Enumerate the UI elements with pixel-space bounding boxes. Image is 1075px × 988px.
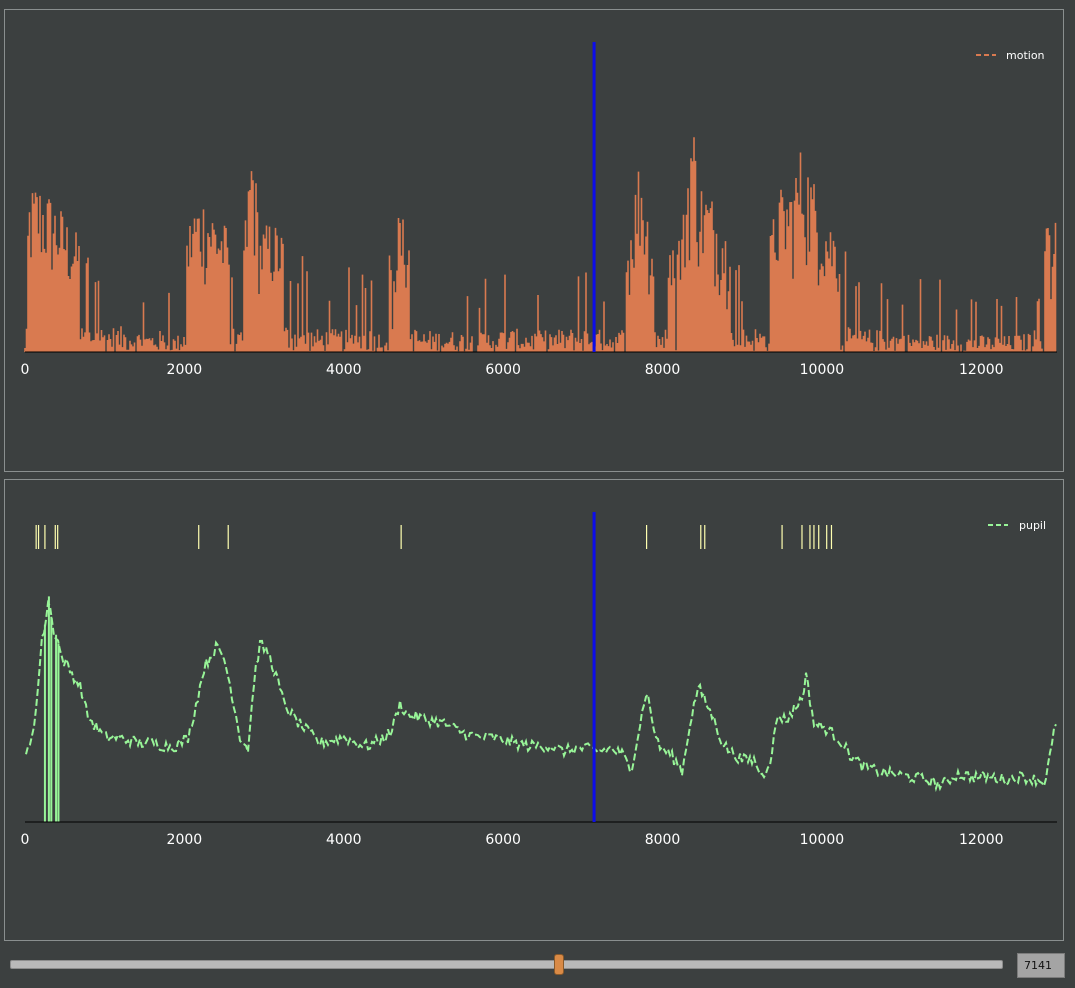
motion-x-tick-label: 10000 [800,362,845,378]
pupil-x-tick-label: 0 [21,832,30,848]
motion-x-tick-label: 12000 [959,362,1004,378]
pupil-x-tick-label: 10000 [800,832,845,848]
motion-x-tick-label: 6000 [485,362,521,378]
event-ticks [35,525,833,549]
motion-x-tick-label: 0 [21,362,30,378]
frame-number-field[interactable]: 7141 [1017,953,1065,978]
pupil-plot-panel[interactable]: 0 2000 4000 6000 8000 10000 12000 pupil [4,479,1064,941]
motion-chart: 0 2000 4000 6000 8000 10000 12000 motion [21,42,1057,378]
motion-trace [24,137,1057,352]
motion-plot-panel[interactable]: 0 2000 4000 6000 8000 10000 12000 motion [4,9,1064,472]
pupil-legend-label: pupil [1019,519,1046,532]
pupil-x-tick-label: 12000 [959,832,1004,848]
motion-legend: motion [976,49,1045,62]
pupil-x-tick-label: 4000 [326,832,362,848]
pupil-chart: 0 2000 4000 6000 8000 10000 12000 pupil [21,512,1057,848]
pupil-x-tick-label: 2000 [167,832,203,848]
pupil-dropouts [43,596,60,822]
pupil-legend: pupil [988,519,1046,532]
frame-slider-track[interactable] [10,960,1003,969]
motion-x-tick-label: 8000 [645,362,681,378]
pupil-trace [25,599,1057,793]
motion-legend-label: motion [1006,49,1045,62]
motion-x-ticks: 0 2000 4000 6000 8000 10000 12000 [21,362,1004,378]
pupil-x-tick-label: 6000 [485,832,521,848]
motion-x-tick-label: 2000 [167,362,203,378]
pupil-x-ticks: 0 2000 4000 6000 8000 10000 12000 [21,832,1004,848]
motion-x-tick-label: 4000 [326,362,362,378]
motion-trace-line [24,137,1057,352]
pupil-x-tick-label: 8000 [645,832,681,848]
frame-slider-handle[interactable] [553,954,564,975]
